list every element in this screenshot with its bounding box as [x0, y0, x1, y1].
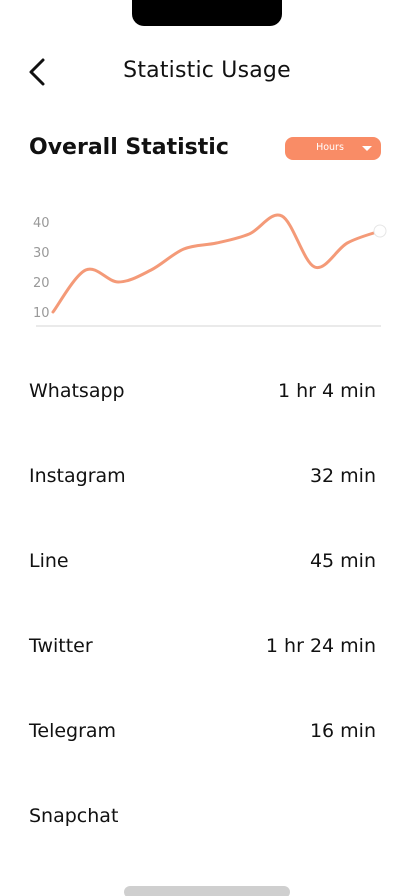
device-notch — [132, 0, 282, 26]
chevron-left-icon — [29, 58, 45, 86]
app-name: Instagram — [29, 464, 126, 487]
app-usage-time: 16 min — [309, 719, 376, 742]
page-title: Statistic Usage — [123, 58, 291, 83]
y-tick-label: 20 — [33, 276, 50, 291]
app-name: Whatsapp — [29, 379, 125, 402]
overall-statistic-heading: Overall Statistic — [29, 135, 229, 160]
caret-down-icon — [362, 146, 372, 151]
app-usage-time: 1 hr 24 min — [265, 634, 376, 657]
app-name: Telegram — [29, 719, 117, 742]
list-item[interactable]: Whatsapp 1 hr 4 min — [29, 348, 376, 433]
home-indicator[interactable] — [124, 886, 290, 896]
header: Statistic Usage — [0, 48, 414, 96]
app-usage-time: 45 min — [309, 549, 376, 572]
list-item[interactable]: Telegram 16 min — [29, 688, 376, 773]
usage-series-line — [51, 213, 382, 314]
list-item[interactable]: Instagram 32 min — [29, 433, 376, 518]
app-name: Line — [29, 549, 69, 572]
usage-chart: 40 30 20 10 — [33, 213, 387, 327]
y-tick-label: 40 — [33, 216, 50, 231]
y-tick-label: 30 — [33, 246, 50, 261]
app-usage-time: 1 hr 4 min — [278, 379, 376, 402]
period-dropdown-label: Hours — [316, 142, 344, 153]
app-usage-list: Whatsapp 1 hr 4 min Instagram 32 min Line 45 … — [29, 348, 376, 858]
y-tick-label: 10 — [33, 306, 50, 321]
chart-end-marker[interactable] — [373, 224, 387, 238]
app-name: Snapchat — [29, 804, 119, 827]
back-button[interactable] — [22, 54, 58, 90]
app-usage-time: 32 min — [309, 464, 376, 487]
period-dropdown[interactable]: Hours — [285, 137, 381, 160]
app-name: Twitter — [29, 634, 93, 657]
list-item[interactable]: Twitter 1 hr 24 min — [29, 603, 376, 688]
list-item[interactable]: Line 45 min — [29, 518, 376, 603]
list-item[interactable]: Snapchat — [29, 773, 376, 858]
